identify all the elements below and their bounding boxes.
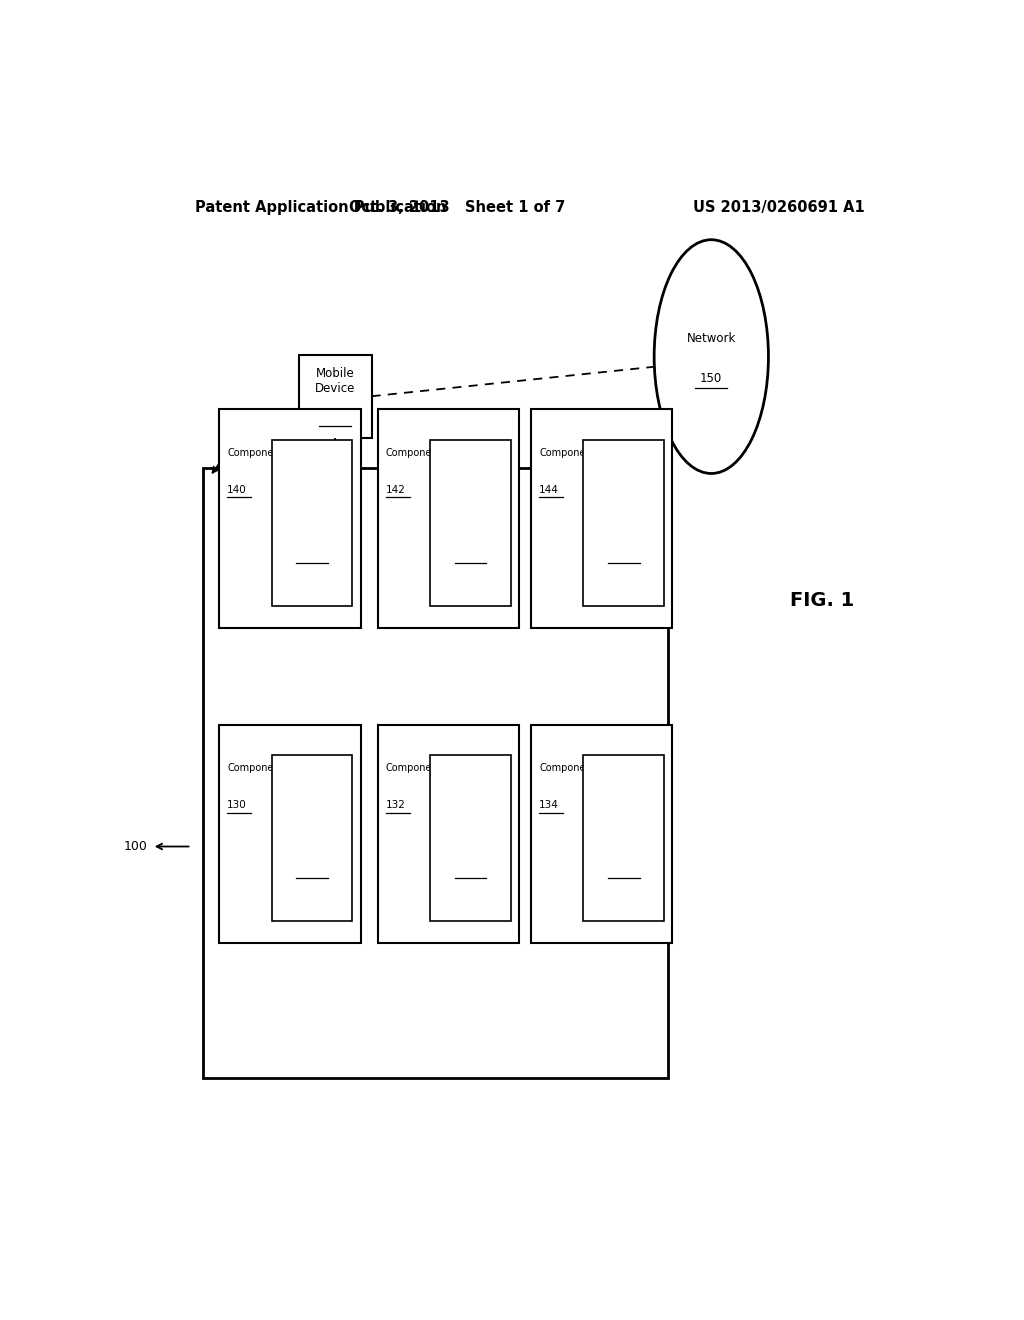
Bar <box>299 355 372 438</box>
Text: Network: Network <box>687 331 736 345</box>
Text: Proximity
Element: Proximity Element <box>291 792 333 812</box>
Bar <box>584 440 664 606</box>
Bar <box>204 469 668 1078</box>
Text: Component: Component <box>386 763 442 774</box>
Text: Component: Component <box>539 449 596 458</box>
Text: Proximity
Element: Proximity Element <box>450 477 492 496</box>
Text: Component: Component <box>386 449 442 458</box>
Bar <box>584 755 664 921</box>
Text: 143: 143 <box>462 552 479 561</box>
Text: Oct. 3, 2013   Sheet 1 of 7: Oct. 3, 2013 Sheet 1 of 7 <box>349 199 565 215</box>
Text: 140: 140 <box>227 486 247 495</box>
Text: Patent Application Publication: Patent Application Publication <box>196 199 446 215</box>
Text: 134: 134 <box>539 800 559 810</box>
Text: Proximity
Element: Proximity Element <box>291 477 333 496</box>
Bar <box>430 755 511 921</box>
Bar <box>219 409 360 628</box>
Text: 141: 141 <box>303 552 321 561</box>
Text: 130: 130 <box>227 800 247 810</box>
Text: Mobile
Device: Mobile Device <box>315 367 355 395</box>
Text: 142: 142 <box>386 486 406 495</box>
Text: 100: 100 <box>124 840 147 853</box>
Text: Proximity
Element: Proximity Element <box>602 792 645 812</box>
Bar <box>378 725 519 942</box>
Text: 135: 135 <box>614 866 633 876</box>
Text: FIG. 1: FIG. 1 <box>791 591 854 610</box>
Text: 132: 132 <box>386 800 406 810</box>
Text: Proximity
Element: Proximity Element <box>602 477 645 496</box>
Ellipse shape <box>654 240 768 474</box>
Text: 145: 145 <box>614 552 633 561</box>
Bar <box>378 409 519 628</box>
Text: 131: 131 <box>303 866 321 876</box>
Bar <box>531 409 673 628</box>
Bar <box>271 440 352 606</box>
Text: Proximity
Element: Proximity Element <box>450 792 492 812</box>
Text: 150: 150 <box>700 372 722 385</box>
Text: 110: 110 <box>251 407 274 420</box>
Bar <box>430 440 511 606</box>
Bar <box>531 725 673 942</box>
Text: 120: 120 <box>324 412 346 425</box>
Text: US 2013/0260691 A1: US 2013/0260691 A1 <box>693 199 864 215</box>
Text: Component: Component <box>539 763 596 774</box>
Bar <box>219 725 360 942</box>
Text: 144: 144 <box>539 486 559 495</box>
Text: Component: Component <box>227 449 284 458</box>
Text: Component: Component <box>227 763 284 774</box>
Text: 133: 133 <box>462 866 479 876</box>
Bar <box>271 755 352 921</box>
